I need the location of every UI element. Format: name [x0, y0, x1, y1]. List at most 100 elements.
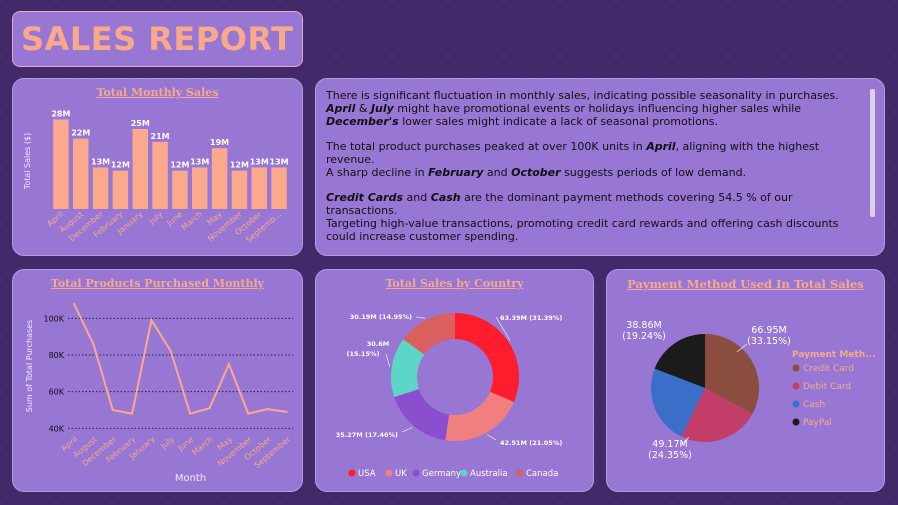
- legend-marker-credit-card: [792, 364, 800, 372]
- legend-label-credit-card: Credit Card: [803, 364, 854, 374]
- line-point: [266, 408, 269, 410]
- legend-marker-uk: [385, 469, 393, 477]
- paypal-label-value: 38.86M: [626, 320, 661, 331]
- legend-marker-debit-card: [792, 382, 800, 390]
- bar-january: [132, 129, 148, 209]
- legend-label-canada: Canada: [526, 469, 558, 479]
- pie-slice-credit-card: [705, 334, 759, 414]
- credit-card-label-percent: (33.15%): [747, 336, 791, 347]
- bar-april: [53, 119, 69, 209]
- products-monthly-card: Total Products Purchased Monthly Sum of …: [12, 269, 303, 492]
- insight-purchases: The total product purchases peaked at ov…: [326, 140, 820, 179]
- line-point: [131, 412, 133, 415]
- bar-december: [92, 167, 109, 209]
- line-point: [150, 319, 153, 321]
- bar-data-label: 12M: [170, 161, 189, 170]
- bar-data-label: 13M: [250, 157, 269, 166]
- monthly-sales-title: Total Monthly Sales: [96, 86, 219, 99]
- bar-data-label: 19M: [210, 138, 229, 147]
- bar-august: [73, 138, 89, 209]
- leader-line: [486, 434, 497, 441]
- leader-line: [415, 316, 426, 319]
- leader-line: [736, 343, 748, 353]
- payment-method-title: Payment Method Used In Total Sales: [627, 277, 864, 291]
- y-tick-label: 40K: [49, 424, 65, 433]
- bar-data-label: 22M: [71, 129, 90, 138]
- donut-slice-uk: [445, 391, 514, 441]
- bar-data-label: 21M: [151, 132, 170, 141]
- insights-panel: There is significant fluctuation in mont…: [315, 78, 885, 256]
- bar-february: [112, 170, 129, 209]
- y-axis-label: Total Sales ($): [23, 133, 32, 190]
- bar-july: [152, 141, 168, 209]
- insight-seasonality: There is significant fluctuation in mont…: [326, 89, 839, 128]
- payment-method-card: Payment Method Used In Total Sales 66.95…: [606, 269, 885, 492]
- slice-percent-label: (15.15%): [346, 350, 379, 358]
- legend-label-uk: UK: [395, 469, 407, 479]
- products-line: [73, 303, 288, 415]
- legend-marker-usa: [348, 469, 356, 477]
- line-point: [73, 302, 75, 305]
- bar-data-label: 28M: [51, 109, 70, 118]
- slice-data-label: 35.27M (17.46%): [336, 431, 398, 439]
- bar-data-label: 25M: [131, 119, 150, 128]
- x-axis-label: Month: [175, 473, 206, 484]
- legend-label-debit-card: Debit Card: [803, 382, 851, 392]
- bar-data-label: 13M: [270, 157, 289, 166]
- bar-october: [251, 167, 267, 209]
- y-tick-label: 80K: [49, 351, 65, 360]
- line-point: [247, 412, 250, 415]
- slice-data-label: 63.39M (31.39%): [500, 314, 562, 322]
- legend-marker-paypal: [792, 418, 800, 426]
- line-point: [170, 350, 172, 353]
- line-point: [228, 363, 230, 365]
- line-point: [208, 407, 211, 409]
- monthly-sales-chart: Total Sales ($)28MApril22MAugust13MDecem…: [23, 109, 289, 244]
- y-tick-label: 100K: [43, 314, 64, 323]
- sales-by-country-chart: 63.39M (31.39%) 42.51M (21.05%) 35.27M (17…: [336, 313, 562, 479]
- legend-marker-canada: [516, 469, 524, 477]
- payment-method-chart: 66.95M(33.15%) 49.17M(24.35%) 38.86M(19.24…: [622, 320, 875, 461]
- report-title: SALES REPORT: [21, 20, 294, 58]
- legend-label-cash: Cash: [803, 400, 825, 410]
- monthly-sales-card: Total Monthly Sales Total Sales ($) 28M Ap…: [12, 78, 303, 256]
- sales-by-country-card: Total Sales by Country 63.39M (31.39%) 42…: [315, 269, 594, 492]
- products-monthly-chart: Sum of Total Purchases Month 40K 60K 80K 100K…: [25, 302, 293, 484]
- bar-data-label: 12M: [230, 161, 249, 170]
- sales-by-country-title: Total Sales by Country: [385, 277, 524, 290]
- legend-marker-australia: [460, 469, 468, 477]
- leader-line: [401, 427, 413, 433]
- pie-slice-debit-card: [681, 388, 753, 442]
- products-monthly-title: Total Products Purchased Monthly: [50, 277, 265, 290]
- x-tick-label: July: [159, 434, 177, 451]
- bar-may: [211, 148, 228, 209]
- insight-payments: Credit Cards and Cash are the dominant p…: [326, 191, 839, 243]
- line-point: [92, 343, 95, 345]
- slice-data-label: 42.51M (21.05%): [500, 439, 562, 447]
- slice-data-label: 30.19M (14.95%): [350, 313, 412, 321]
- legend-label-usa: USA: [358, 469, 376, 479]
- donut-slice-canada: [403, 313, 455, 355]
- bar-june: [172, 170, 188, 209]
- bar-data-label: 13M: [91, 157, 110, 166]
- debit-card-label-percent: (24.35%): [648, 450, 692, 461]
- paypal-label-percent: (19.24%): [622, 331, 666, 342]
- credit-card-label-value: 66.95M: [751, 325, 786, 336]
- line-point: [189, 412, 191, 415]
- x-tick-label: March: [190, 435, 214, 458]
- donut-slice-usa: [455, 313, 519, 403]
- x-tick-label: July: [147, 209, 165, 226]
- y-axis-label: Sum of Total Purchases: [25, 320, 34, 412]
- bar-november: [231, 170, 248, 209]
- line-point: [111, 409, 114, 411]
- insights-scrollbar[interactable]: [870, 89, 875, 217]
- debit-card-label-value: 49.17M: [652, 439, 687, 450]
- bar-data-label: 13M: [190, 157, 209, 166]
- bar-septemb: [271, 167, 287, 209]
- leader-line: [680, 436, 690, 446]
- pie-slice-paypal: [654, 334, 705, 388]
- donut-slice-germany: [394, 388, 450, 441]
- legend-marker-germany: [412, 469, 420, 477]
- report-title-card: SALES REPORT: [12, 11, 303, 67]
- donut-slice-australia: [391, 339, 425, 398]
